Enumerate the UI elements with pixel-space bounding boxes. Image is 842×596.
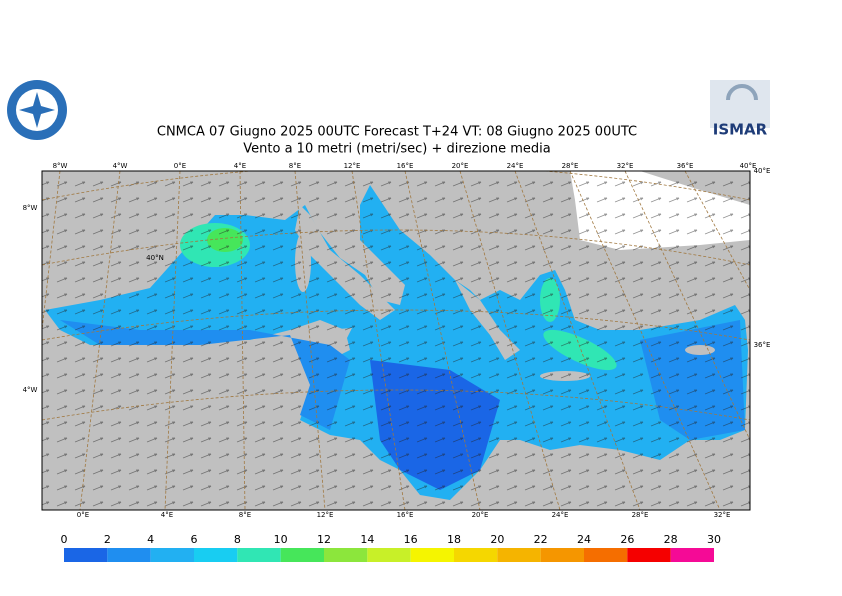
colorbar-tick-label: 6: [191, 533, 198, 546]
lat-label: 8°W: [23, 204, 38, 212]
lon-label: 20°E: [472, 511, 489, 519]
color-bin: [367, 548, 411, 562]
lon-label: 32°E: [617, 162, 634, 170]
colorbar-tick-label: 30: [707, 533, 721, 546]
lon-label: 0°E: [77, 511, 89, 519]
colorbar-tick-label: 16: [404, 533, 418, 546]
color-bin: [584, 548, 628, 562]
lon-label: 16°E: [397, 511, 414, 519]
color-bin: [454, 548, 498, 562]
colorbar-tick-label: 2: [104, 533, 111, 546]
lon-label: 24°E: [552, 511, 569, 519]
right-logo: ISMAR: [710, 80, 770, 139]
lon-label: 8°W: [53, 162, 68, 170]
color-bin: [280, 548, 324, 562]
colorbar-tick-label: 8: [234, 533, 241, 546]
colorbar-tick-label: 4: [147, 533, 154, 546]
colorbar: 0 2 4 6 8 10 12 14 16 18 20 22 24 26 28 30: [61, 533, 721, 562]
colorbar-tick-label: 18: [447, 533, 461, 546]
lon-label: 12°E: [317, 511, 334, 519]
colorbar-tick-label: 12: [317, 533, 331, 546]
logo-text: ISMAR: [713, 121, 768, 139]
lat-label: 36°E: [754, 341, 771, 349]
lat-label: 4°W: [23, 386, 38, 394]
left-logo: [7, 80, 67, 140]
color-bin: [107, 548, 151, 562]
lon-label: 28°E: [562, 162, 579, 170]
color-bin: [540, 548, 584, 562]
lon-label: 4°E: [161, 511, 173, 519]
lat-label: 40°E: [754, 167, 771, 175]
color-bin: [497, 548, 541, 562]
lon-label: 36°E: [677, 162, 694, 170]
colorbar-tick-label: 22: [534, 533, 548, 546]
lon-label: 8°E: [289, 162, 301, 170]
map: [42, 171, 750, 510]
lon-label: 20°E: [452, 162, 469, 170]
colorbar-tick-label: 28: [664, 533, 678, 546]
graticule-labels: 8°W 4°W 0°E 4°E 8°E 12°E 16°E 20°E 24°E 28°E 32°E 3…: [23, 162, 771, 519]
title: CNMCA 07 Giugno 2025 00UTC Forecast T+24…: [157, 125, 637, 140]
lon-label: 24°E: [507, 162, 524, 170]
colorbar-tick-label: 26: [620, 533, 634, 546]
color-bin: [410, 548, 454, 562]
subtitle: Vento a 10 metri (metri/sec) + direzione…: [243, 142, 550, 157]
lon-label: 0°E: [174, 162, 186, 170]
color-bin: [237, 548, 281, 562]
color-bin: [627, 548, 671, 562]
lat-label: 40°N: [146, 254, 164, 262]
lon-label: 28°E: [632, 511, 649, 519]
lon-label: 12°E: [344, 162, 361, 170]
colorbar-tick-label: 14: [360, 533, 374, 546]
color-bin: [324, 548, 368, 562]
color-bin: [150, 548, 194, 562]
lon-label: 32°E: [714, 511, 731, 519]
color-bin: [194, 548, 238, 562]
colorbar-tick-label: 0: [61, 533, 68, 546]
colorbar-tick-label: 24: [577, 533, 591, 546]
colorbar-tick-label: 20: [490, 533, 504, 546]
lon-label: 40°E: [740, 162, 757, 170]
colorbar-tick-label: 10: [274, 533, 288, 546]
lon-label: 8°E: [239, 511, 251, 519]
lon-label: 16°E: [397, 162, 414, 170]
color-bin: [670, 548, 714, 562]
map-frame: [41, 170, 751, 511]
lon-label: 4°E: [234, 162, 246, 170]
lon-label: 4°W: [113, 162, 128, 170]
color-bin: [64, 548, 108, 562]
